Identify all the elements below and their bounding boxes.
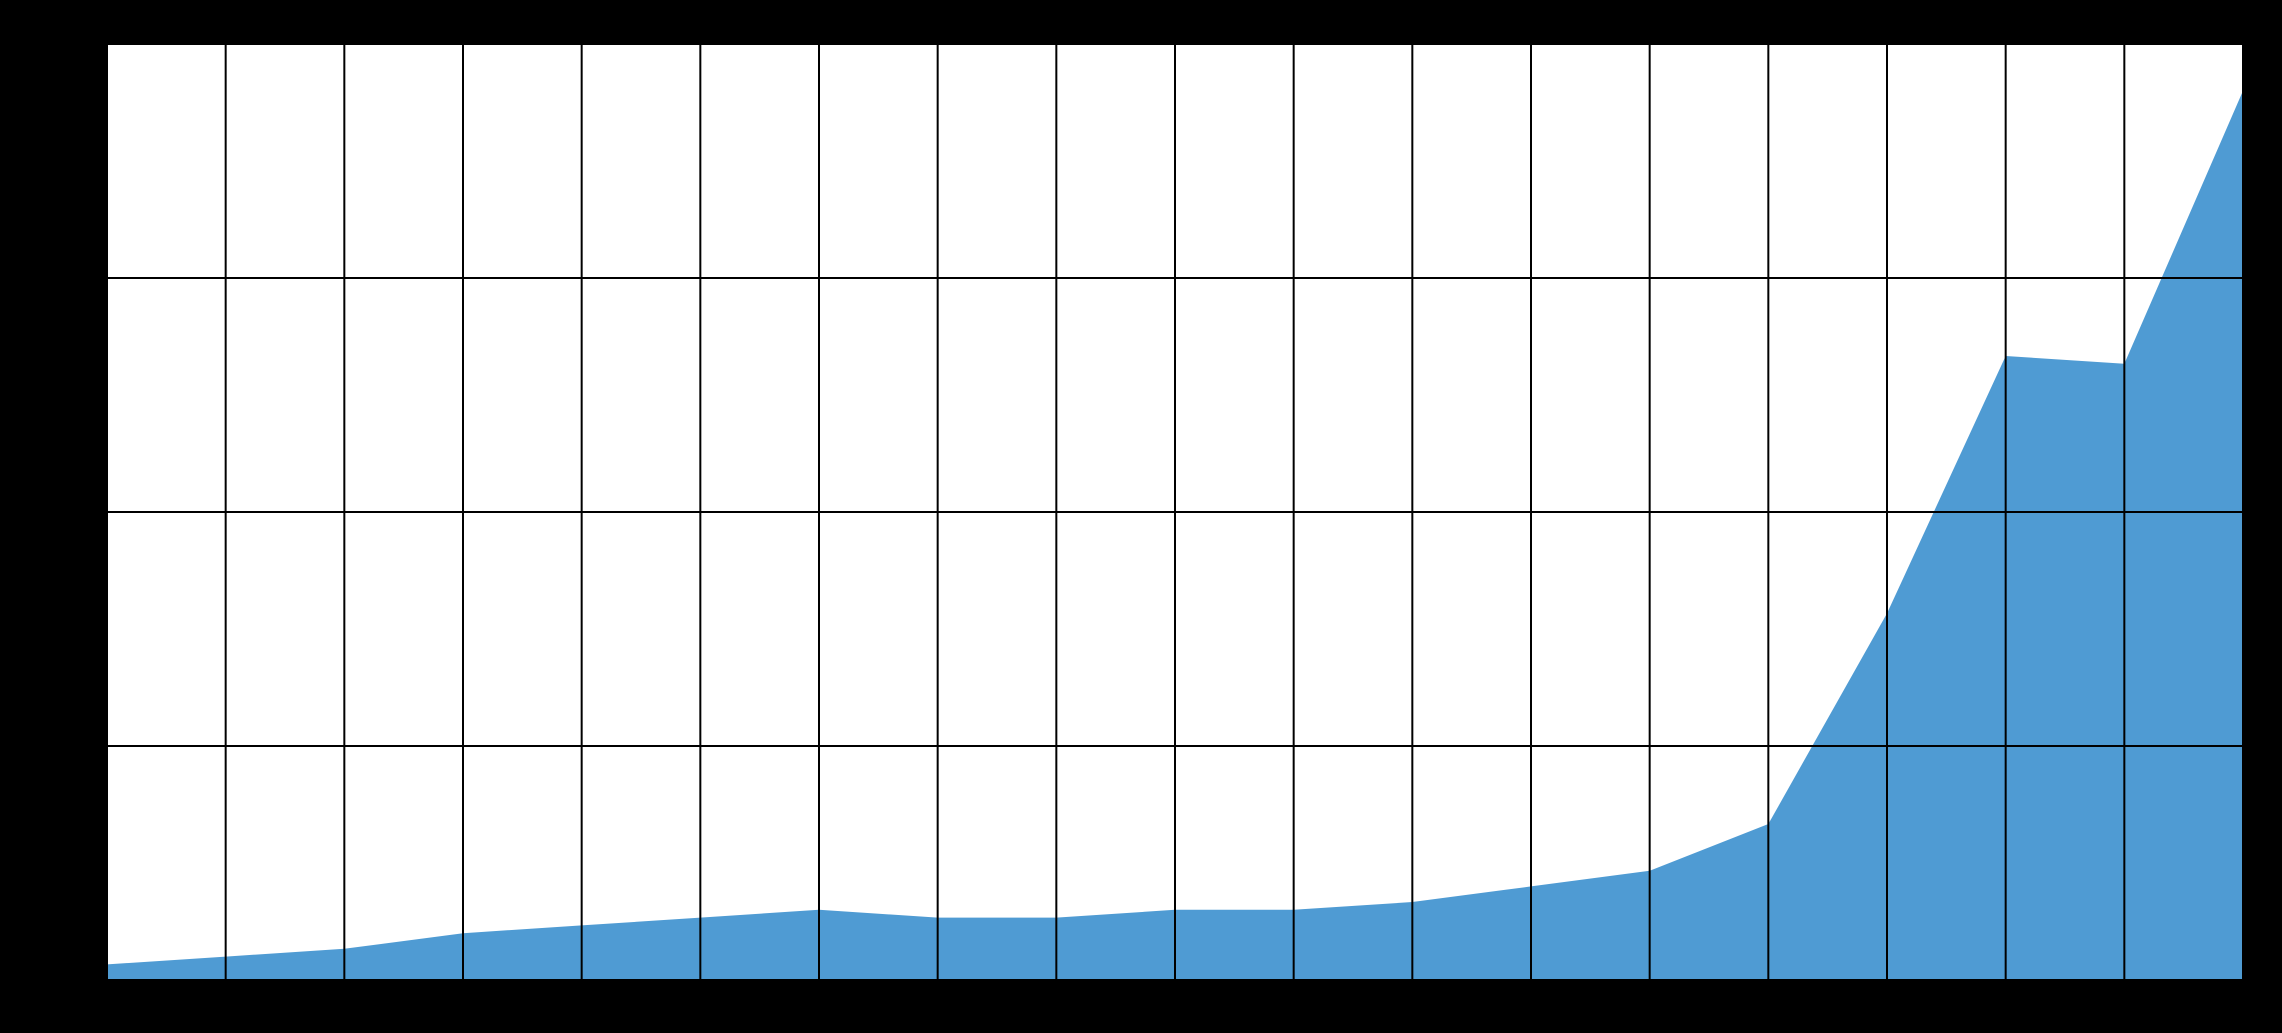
x-tick-label-2016: 2016 <box>1970 996 2041 1029</box>
x-tick-label-2003: 2003 <box>427 996 498 1029</box>
x-tick-label-2008: 2008 <box>1021 996 1092 1029</box>
x-tick-label-2013: 2013 <box>1614 996 1685 1029</box>
x-tick-label-2010: 2010 <box>1258 996 1329 1029</box>
x-tick-label-2018: 2018 <box>2209 996 2280 1029</box>
x-tick-label-2005: 2005 <box>665 996 736 1029</box>
y-tick-label-150: 150 <box>8 731 61 764</box>
x-tick-label-2001: 2001 <box>190 996 261 1029</box>
x-tick-label-2000: 2000 <box>71 996 142 1029</box>
x-tick-label-2017: 2017 <box>2089 996 2160 1029</box>
grid-layer <box>106 43 2244 981</box>
x-tick-label-2012: 2012 <box>1495 996 1566 1029</box>
y-axis-tick-labels: 0 150 300 450 600 <box>8 29 61 998</box>
x-tick-label-2015: 2015 <box>1851 996 1922 1029</box>
y-tick-label-0: 0 <box>8 965 26 998</box>
x-tick-label-2014: 2014 <box>1733 996 1804 1029</box>
y-tick-label-600: 600 <box>8 29 61 62</box>
x-tick-label-2004: 2004 <box>546 996 617 1029</box>
y-tick-label-450: 450 <box>8 263 61 296</box>
x-tick-label-2009: 2009 <box>1139 996 1210 1029</box>
x-tick-label-2002: 2002 <box>309 996 380 1029</box>
area-layer <box>107 90 2243 981</box>
y-tick-label-300: 300 <box>8 497 61 530</box>
x-axis-tick-labels: 2000 2001 2002 2003 2004 2005 2006 2007 2008 2009… <box>71 996 2280 1029</box>
area-series-0 <box>107 90 2243 981</box>
x-tick-label-2011: 2011 <box>1377 996 1448 1029</box>
x-tick-label-2006: 2006 <box>783 996 854 1029</box>
x-tick-label-2007: 2007 <box>902 996 973 1029</box>
